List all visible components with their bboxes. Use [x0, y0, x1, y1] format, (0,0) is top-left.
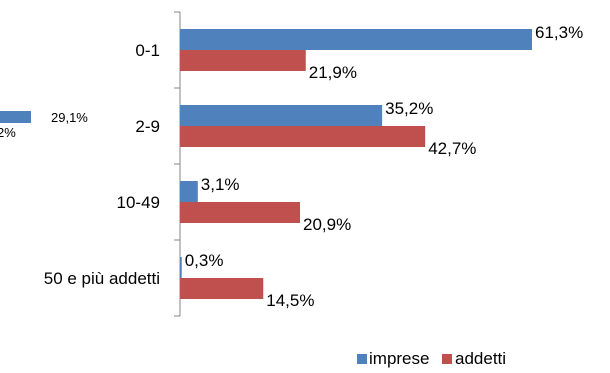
data-label-imprese: 3,1%	[201, 175, 240, 194]
legend-swatch-addetti	[442, 354, 452, 364]
category-label: 2-9	[135, 117, 160, 136]
data-label-imprese: 61,3%	[535, 23, 583, 42]
bar-imprese	[180, 105, 383, 126]
legend-swatch-imprese	[357, 354, 367, 364]
chart-labels: 0-1 61,3% 21,9% 2-9 35,2% 42,7% 10-49 3,1% 20,9%…	[44, 23, 583, 310]
category-label: 50 e più addetti	[44, 269, 160, 288]
data-label-imprese: 0,3%	[185, 251, 224, 270]
bar-imprese	[180, 181, 198, 202]
chart-bars	[180, 29, 532, 299]
legend-label-addetti: addetti	[455, 349, 506, 368]
data-label-addetti: 20,9%	[303, 215, 351, 234]
bar-addetti	[180, 50, 306, 71]
partial-chart-label-2: 2%	[0, 125, 16, 140]
chart-legend: imprese addetti	[357, 349, 506, 368]
data-label-addetti: 21,9%	[309, 63, 357, 82]
partial-chart-label-1: 29,1%	[51, 110, 88, 125]
partial-chart-fragment: 29,1% 2%	[0, 110, 88, 140]
partial-chart-bar	[0, 111, 31, 123]
bar-imprese	[180, 29, 532, 50]
category-label: 10-49	[117, 193, 160, 212]
bar-addetti	[180, 126, 426, 147]
category-label: 0-1	[135, 41, 160, 60]
bar-addetti	[180, 278, 264, 299]
chart-axis	[174, 11, 181, 317]
data-label-addetti: 42,7%	[428, 139, 476, 158]
data-label-addetti: 14,5%	[266, 291, 314, 310]
legend-label-imprese: imprese	[369, 349, 429, 368]
bar-imprese	[180, 257, 182, 278]
data-label-imprese: 35,2%	[385, 99, 433, 118]
bar-addetti	[180, 202, 301, 223]
